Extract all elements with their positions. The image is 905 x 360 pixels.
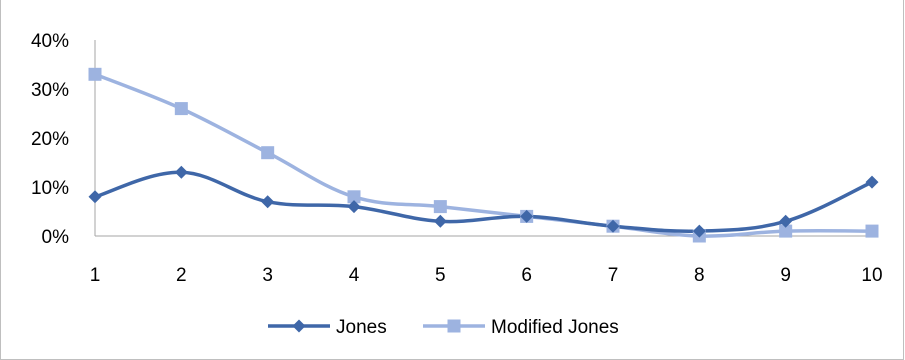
x-tick-label: 10 xyxy=(861,265,882,286)
legend-marker-modified-jones xyxy=(447,319,461,333)
x-tick-label: 3 xyxy=(262,265,273,286)
data-point-jones xyxy=(692,224,706,238)
data-point-jones xyxy=(347,200,361,214)
data-point-modified-jones xyxy=(174,102,188,116)
data-point-modified-jones xyxy=(433,200,447,214)
data-point-jones xyxy=(261,195,275,209)
data-point-jones xyxy=(174,165,188,179)
y-tick-labels: 0% 10% 20% 30% 40% xyxy=(31,31,69,248)
x-tick-label: 6 xyxy=(521,265,532,286)
series-markers xyxy=(88,67,879,243)
data-point-jones xyxy=(433,214,447,228)
y-tick-label: 40% xyxy=(31,31,69,52)
legend: Jones Modified Jones xyxy=(268,317,619,338)
x-tick-label: 2 xyxy=(176,265,187,286)
y-tick-label: 0% xyxy=(42,227,70,248)
series-line-jones xyxy=(93,170,874,233)
data-point-modified-jones xyxy=(347,190,361,204)
data-point-jones xyxy=(779,214,793,228)
data-point-jones xyxy=(606,219,620,233)
series-line-modified-jones xyxy=(93,72,874,238)
data-point-jones xyxy=(88,190,102,204)
data-point-modified-jones xyxy=(88,67,102,81)
legend-label-modified-jones: Modified Jones xyxy=(491,317,619,338)
x-tick-label: 9 xyxy=(780,265,791,286)
legend-marker-jones xyxy=(292,319,306,333)
data-point-jones xyxy=(865,175,879,189)
y-tick-label: 20% xyxy=(31,129,69,150)
x-tick-label: 8 xyxy=(694,265,705,286)
x-tick-label: 5 xyxy=(435,265,446,286)
x-tick-label: 1 xyxy=(90,265,101,286)
x-tick-labels: 1 2 3 4 5 6 7 8 9 10 xyxy=(90,265,883,286)
data-point-jones xyxy=(520,209,534,223)
y-tick-label: 10% xyxy=(31,178,69,199)
data-point-modified-jones xyxy=(261,146,275,160)
data-point-modified-jones xyxy=(779,224,793,238)
data-point-modified-jones xyxy=(865,224,879,238)
legend-label-jones: Jones xyxy=(336,317,387,338)
y-tick-label: 30% xyxy=(31,80,69,101)
series-lines xyxy=(93,72,874,238)
x-tick-label: 4 xyxy=(349,265,360,286)
x-tick-label: 7 xyxy=(608,265,619,286)
